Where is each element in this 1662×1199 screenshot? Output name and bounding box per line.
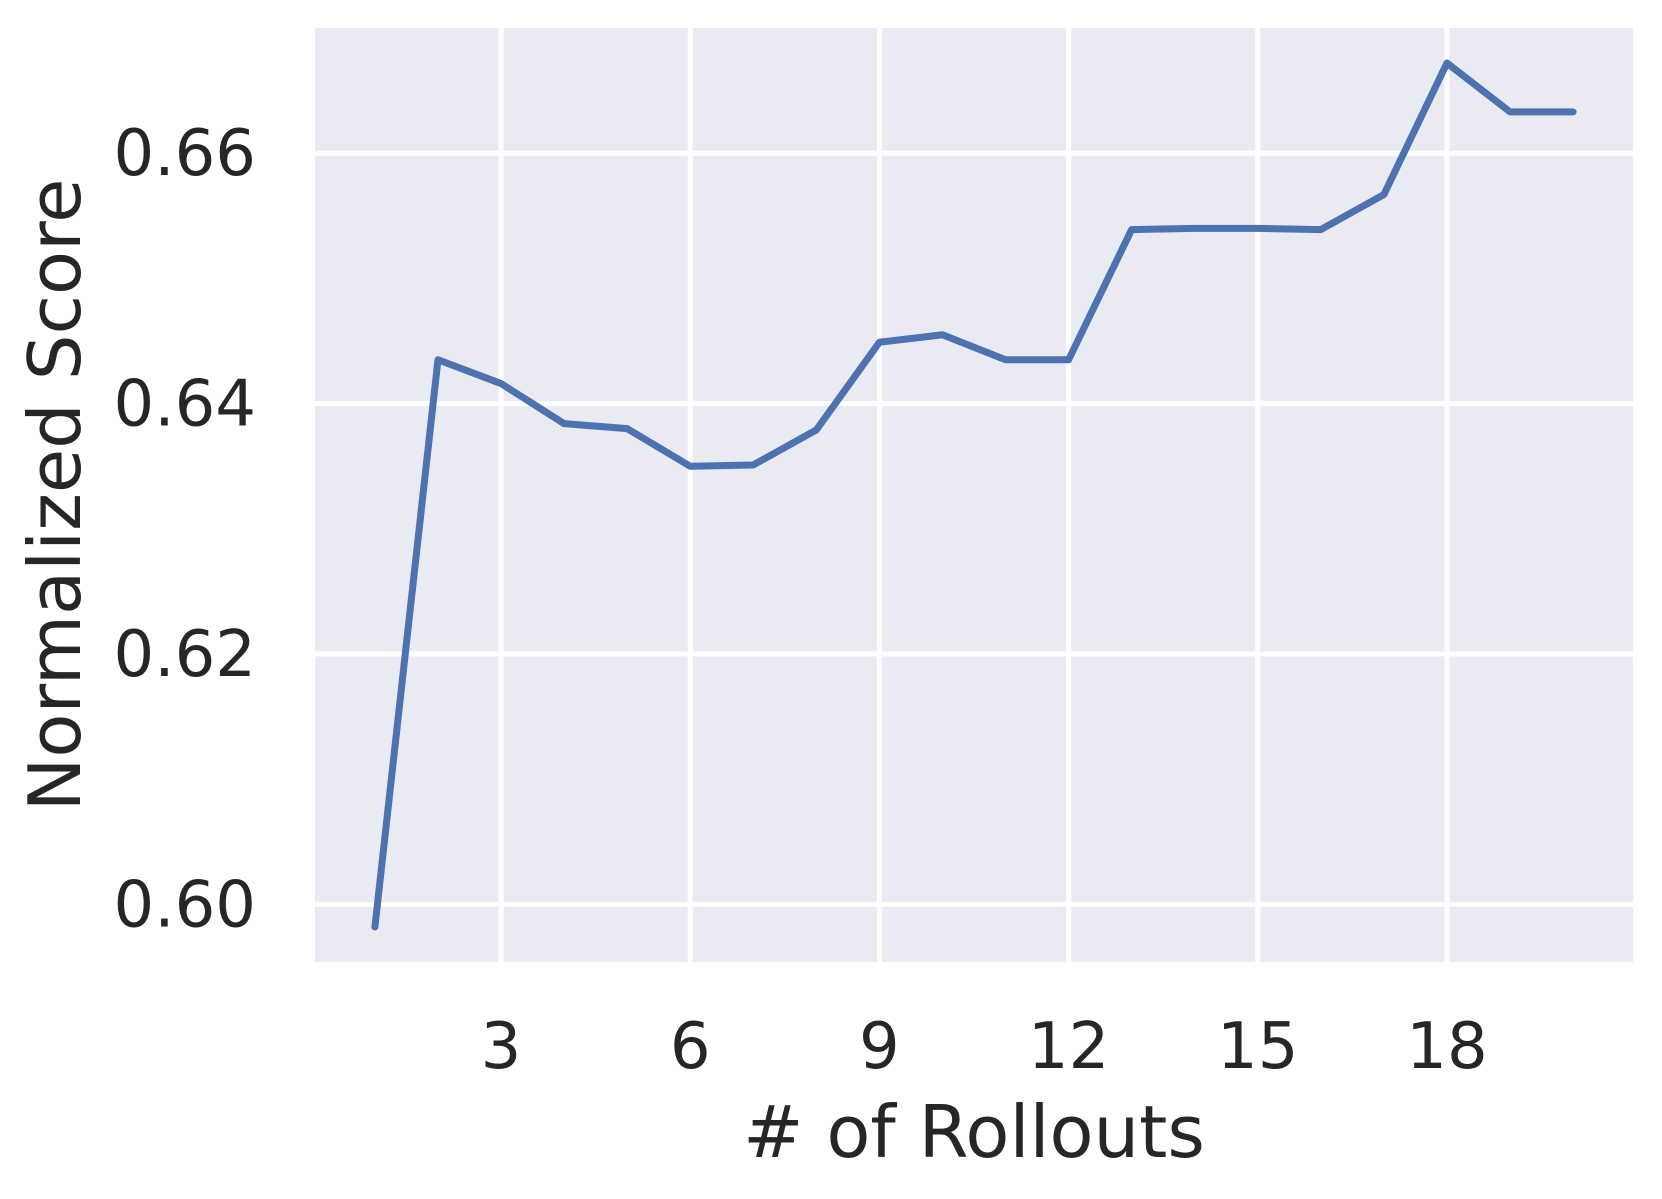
x-tick-label: 12 — [1028, 1010, 1109, 1084]
series-group — [371, 59, 1577, 931]
x-tick-label: 3 — [481, 1010, 522, 1084]
y-tick-label: 0.66 — [114, 117, 257, 191]
x-tick-label: 9 — [859, 1010, 900, 1084]
x-tick-labels: 3 6 9 12 15 18 — [481, 1010, 1488, 1084]
grid-lines — [315, 28, 1633, 962]
series-line — [371, 59, 1577, 931]
x-axis-label: # of Rollouts — [743, 1090, 1205, 1174]
x-tick-label: 15 — [1217, 1010, 1298, 1084]
y-tick-labels: 0.60 0.62 0.64 0.66 — [114, 117, 257, 942]
x-tick-label: 6 — [670, 1010, 711, 1084]
y-tick-label: 0.62 — [114, 618, 257, 692]
y-tick-label: 0.64 — [114, 368, 257, 442]
x-tick-label: 18 — [1406, 1010, 1487, 1084]
y-axis-label: Normalized Score — [13, 179, 97, 812]
plot-area — [315, 28, 1633, 962]
y-tick-label: 0.60 — [114, 868, 257, 942]
